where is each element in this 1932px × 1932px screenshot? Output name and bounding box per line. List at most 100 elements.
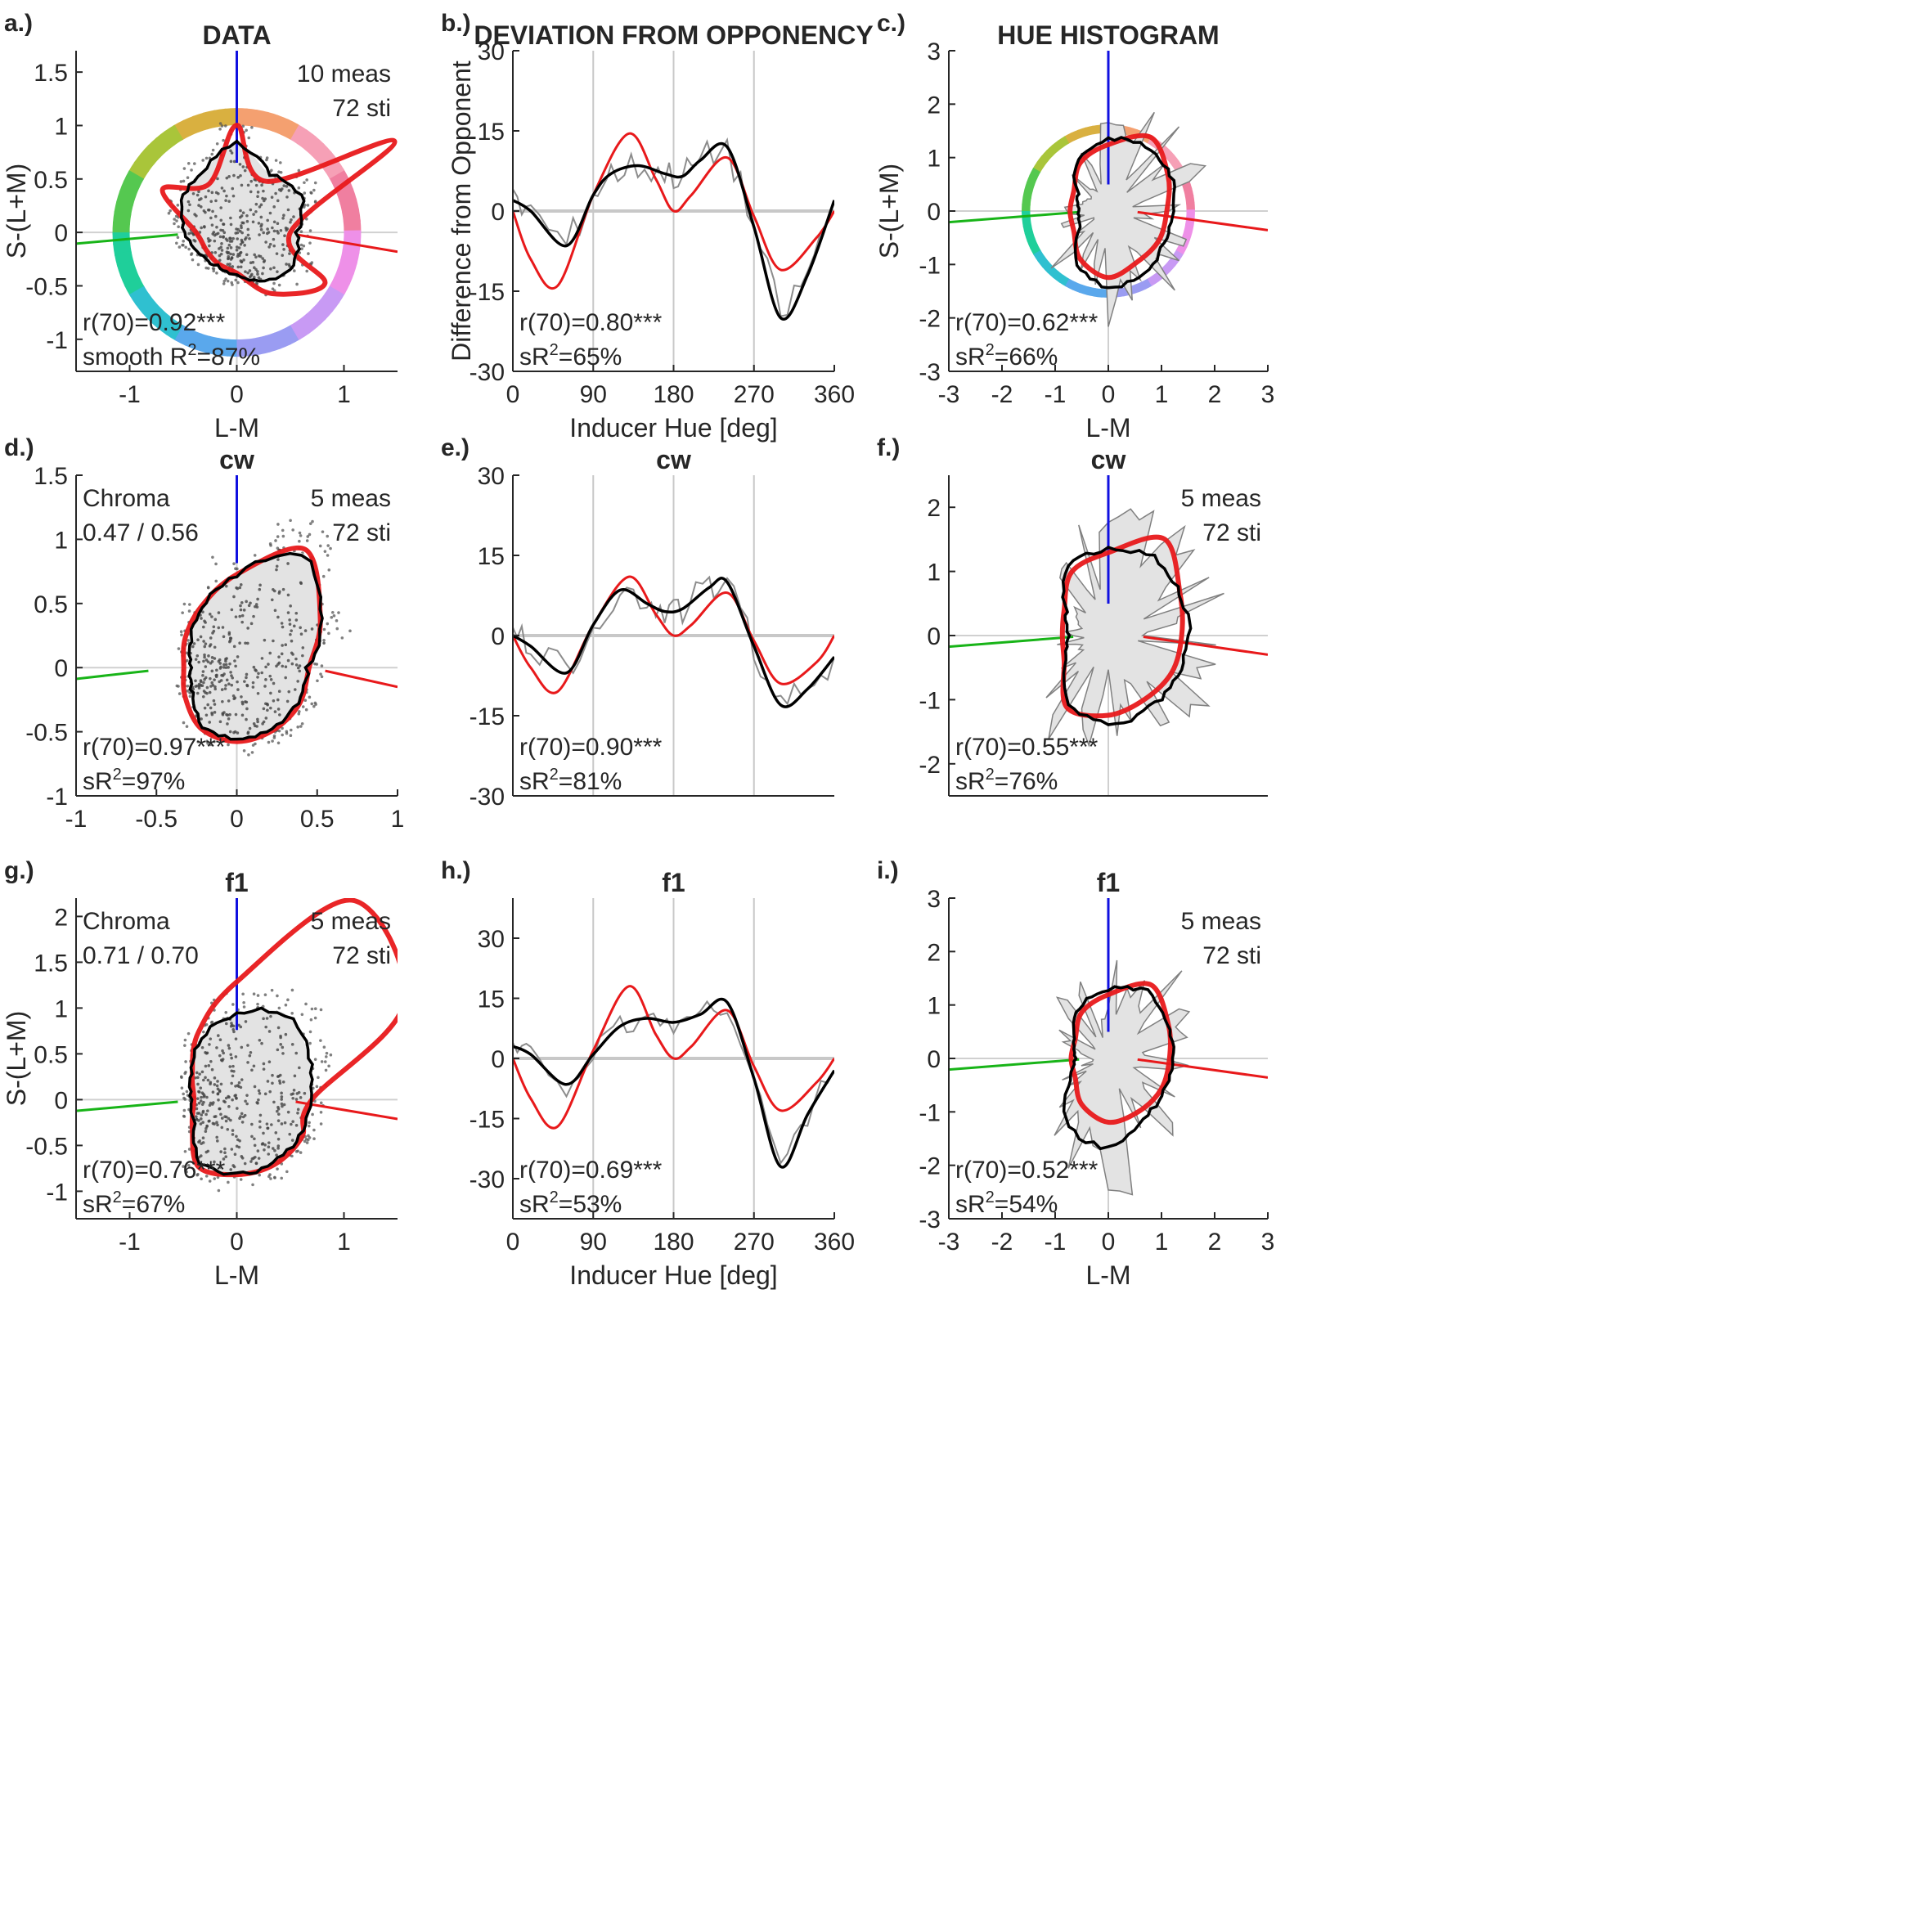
- data-point: [276, 741, 281, 745]
- m-axis-line: [949, 210, 1080, 224]
- stat-r-squared: sR2=97%: [83, 766, 185, 795]
- data-point: [209, 743, 213, 747]
- data-point: [211, 1103, 214, 1106]
- data-point: [281, 726, 284, 730]
- data-point: [253, 253, 256, 257]
- data-point: [300, 721, 304, 726]
- data-point: [272, 266, 276, 270]
- y-axis-label: S-(L+M): [2, 1011, 31, 1106]
- data-point: [284, 665, 288, 669]
- data-point: [248, 1054, 252, 1058]
- data-point: [275, 252, 279, 255]
- data-point: [207, 1064, 211, 1067]
- y-tick-label: -15: [470, 279, 505, 306]
- data-point: [227, 682, 231, 685]
- stat-suffix: =67%: [122, 1191, 186, 1218]
- l-axis-line: [325, 669, 398, 689]
- data-point: [219, 206, 222, 209]
- y-tick-label: -0.5: [25, 273, 68, 300]
- data-point: [277, 188, 281, 191]
- data-point: [177, 225, 180, 229]
- data-point: [222, 666, 226, 669]
- data-point: [271, 226, 274, 230]
- data-point: [183, 1038, 187, 1042]
- data-point: [220, 673, 223, 677]
- superscript: 2: [113, 766, 122, 784]
- panel-letter: i.): [877, 857, 899, 884]
- data-point: [327, 568, 331, 572]
- data-point: [236, 680, 239, 684]
- x-tick-label: 1: [337, 381, 351, 408]
- data-point: [187, 609, 191, 613]
- y-tick-label: -2: [919, 1153, 941, 1180]
- panel-d: d.) cw -1 -0.5 0 0.5 1 1.5 -1 -0.5 0 0.5 1 5 meas 72 s…: [4, 434, 404, 833]
- data-point: [182, 1096, 186, 1100]
- data-point: [223, 687, 227, 690]
- data-point: [213, 1177, 217, 1180]
- x-tick-label: 1: [337, 1229, 351, 1256]
- data-point: [226, 246, 230, 250]
- data-point: [228, 636, 232, 640]
- y-tick-label: 1: [54, 113, 68, 140]
- y-tick-label: 1: [54, 995, 68, 1022]
- data-point: [254, 742, 257, 746]
- data-point: [288, 618, 291, 622]
- x-tick-label: 2: [1208, 381, 1222, 408]
- data-point: [250, 1157, 254, 1161]
- data-point: [204, 1076, 207, 1080]
- data-point: [281, 664, 285, 668]
- data-point: [282, 184, 286, 187]
- data-point: [270, 988, 274, 992]
- data-point: [262, 266, 265, 270]
- data-point: [281, 243, 285, 246]
- data-point: [261, 257, 264, 260]
- y-tick-label: -2: [919, 752, 941, 779]
- data-point: [276, 1109, 279, 1113]
- stat-correlation: r(70)=0.76***: [83, 1157, 226, 1184]
- data-point: [211, 631, 214, 635]
- data-point: [277, 591, 281, 595]
- data-point: [231, 1074, 235, 1078]
- data-point: [286, 611, 290, 614]
- data-point: [291, 653, 294, 656]
- data-point: [220, 688, 224, 691]
- data-point: [265, 158, 268, 162]
- data-point: [216, 1123, 219, 1127]
- data-point: [224, 666, 228, 669]
- data-point: [297, 168, 301, 173]
- raw-data-line: [513, 1000, 834, 1165]
- y-tick-label: 15: [478, 119, 505, 146]
- data-point: [229, 246, 233, 249]
- data-point: [190, 253, 193, 257]
- data-point: [304, 217, 308, 221]
- data-point: [266, 227, 269, 231]
- y-tick-label: 0: [54, 220, 68, 247]
- data-point: [182, 1092, 185, 1096]
- data-point: [210, 669, 214, 673]
- model-outline: [1059, 534, 1185, 719]
- data-point: [231, 265, 235, 268]
- data-point: [213, 1115, 217, 1119]
- data-point: [224, 199, 227, 202]
- data-point: [199, 1099, 203, 1103]
- panel-letter: b.): [441, 10, 471, 37]
- x-axis-label: L-M: [214, 413, 259, 443]
- data-point: [195, 1117, 199, 1121]
- data-point: [182, 240, 185, 243]
- x-tick-label: -3: [938, 381, 960, 408]
- data-point: [227, 1117, 231, 1121]
- data-point: [236, 586, 240, 591]
- data-point: [246, 183, 250, 187]
- data-point: [202, 640, 205, 643]
- x-tick-label: 0: [1102, 381, 1116, 408]
- panel-title: HUE HISTOGRAM: [997, 20, 1219, 50]
- data-point: [186, 176, 190, 180]
- data-point: [296, 725, 300, 729]
- data-point: [294, 1124, 299, 1127]
- y-tick-label: 0: [491, 199, 505, 226]
- x-tick-label: -1: [119, 1229, 141, 1256]
- data-point: [293, 1074, 297, 1078]
- data-point: [203, 653, 206, 657]
- data-point: [262, 1067, 266, 1071]
- data-point: [246, 731, 250, 735]
